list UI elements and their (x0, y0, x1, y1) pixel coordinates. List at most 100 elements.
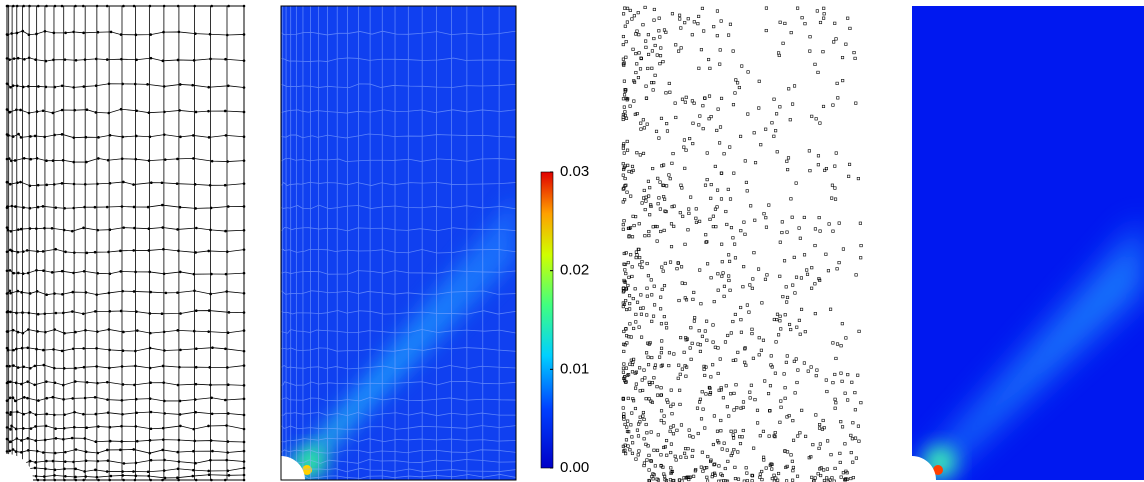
point (793, 85, 796, 88)
point (645, 200, 648, 203)
mesh-line (7, 58, 244, 61)
point (662, 446, 665, 449)
mesh-node (161, 181, 164, 184)
point (727, 34, 730, 37)
point (622, 13, 625, 16)
mesh-node (195, 309, 198, 312)
point (633, 224, 636, 227)
mesh-node (148, 159, 151, 162)
point (778, 275, 781, 278)
point (652, 89, 655, 92)
point (658, 17, 661, 20)
point (715, 225, 718, 228)
point (642, 307, 645, 310)
point (763, 380, 766, 383)
point (679, 456, 682, 459)
point (730, 332, 733, 335)
point (697, 22, 700, 25)
point (796, 475, 799, 478)
point (626, 21, 629, 24)
point (825, 253, 828, 256)
mesh-node (34, 365, 37, 368)
mesh-node (9, 111, 12, 114)
point (810, 287, 813, 290)
point (739, 442, 742, 445)
point (651, 67, 654, 70)
point (777, 334, 780, 337)
point (835, 401, 838, 404)
point (709, 197, 712, 200)
point (786, 231, 789, 234)
point (632, 215, 635, 218)
point (690, 358, 693, 361)
point (639, 416, 642, 419)
point (716, 189, 719, 192)
mesh-node (106, 470, 109, 473)
point (831, 184, 834, 187)
point (759, 434, 762, 437)
point (653, 304, 656, 307)
point (653, 377, 656, 380)
point (631, 165, 634, 168)
mesh-node (20, 136, 23, 139)
point (680, 266, 683, 269)
point (625, 439, 628, 442)
point (646, 123, 649, 126)
point (810, 266, 813, 269)
point (716, 430, 719, 433)
point (741, 436, 744, 439)
point (625, 40, 628, 43)
hole (0, 454, 33, 482)
point (814, 63, 817, 66)
point (858, 440, 861, 443)
point (634, 215, 637, 218)
point (636, 151, 639, 154)
point (651, 381, 654, 384)
mesh-node (82, 347, 85, 350)
mesh-node (9, 380, 12, 383)
point (658, 197, 661, 200)
point (625, 56, 628, 59)
point (832, 230, 835, 233)
point (832, 342, 835, 345)
point (650, 320, 653, 323)
point (665, 327, 668, 330)
point (631, 236, 634, 239)
point (758, 80, 761, 83)
point (659, 230, 662, 233)
mesh-line (7, 438, 244, 442)
point (784, 22, 787, 25)
mesh-node (26, 346, 29, 349)
figure: 0.000.010.020.03 (0, 0, 1144, 482)
point (636, 429, 639, 432)
point (622, 97, 625, 100)
mesh-node (135, 34, 138, 37)
point (796, 435, 799, 438)
point (668, 364, 671, 367)
point (823, 13, 826, 16)
mesh-node (37, 85, 40, 88)
point (646, 459, 649, 462)
point (679, 336, 682, 339)
point (762, 430, 765, 433)
point (770, 468, 773, 471)
point (795, 182, 798, 185)
mesh-node (61, 84, 64, 87)
point (782, 295, 785, 298)
point (659, 36, 662, 39)
mesh-node (44, 331, 47, 334)
point (729, 392, 732, 395)
point (703, 427, 706, 430)
mesh-node (75, 59, 78, 62)
point (660, 454, 663, 457)
point (665, 92, 668, 95)
point (752, 278, 755, 281)
mesh-node (178, 366, 181, 369)
point (622, 58, 625, 61)
point (854, 391, 857, 394)
point (653, 19, 656, 22)
point (633, 100, 636, 103)
point (635, 313, 638, 316)
point (646, 287, 649, 290)
point (817, 155, 820, 158)
